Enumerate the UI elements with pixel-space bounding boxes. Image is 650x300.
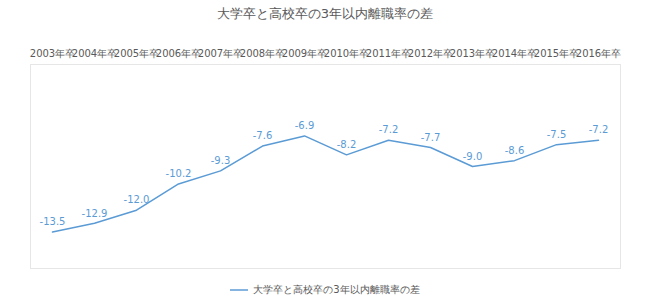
svg-text:2004年卒: 2004年卒 (72, 48, 117, 59)
svg-text:-7.5: -7.5 (547, 129, 567, 140)
svg-text:-7.6: -7.6 (253, 130, 273, 141)
svg-text:2010年卒: 2010年卒 (324, 48, 369, 59)
svg-text:2009年卒: 2009年卒 (282, 48, 327, 59)
svg-text:2012年卒: 2012年卒 (408, 48, 453, 59)
html-text:大学卒と高校卒の3年以内離職率の差: 大学卒と高校卒の3年以内離職率の差 (216, 6, 434, 21)
svg-text:-10.2: -10.2 (166, 168, 192, 179)
svg-text:-6.9: -6.9 (295, 120, 315, 131)
svg-text:-7.7: -7.7 (421, 132, 441, 143)
svg-text:2011年卒: 2011年卒 (366, 48, 411, 59)
svg-text:2006年卒: 2006年卒 (156, 48, 201, 59)
svg-text:2015年卒: 2015年卒 (534, 48, 579, 59)
svg-text:-8.2: -8.2 (337, 139, 357, 150)
html-text:大学卒と高校卒の3年以内離職率の差: 大学卒と高校卒の3年以内離職率の差 (253, 284, 420, 295)
svg-text:2007年卒: 2007年卒 (198, 48, 243, 59)
svg-text:2016年卒: 2016年卒 (576, 48, 621, 59)
svg-text:-9.3: -9.3 (211, 155, 231, 166)
svg-text:2005年卒: 2005年卒 (114, 48, 159, 59)
svg-text:-8.6: -8.6 (505, 145, 525, 156)
svg-text:-12.0: -12.0 (124, 194, 150, 205)
svg-text:2014年卒: 2014年卒 (492, 48, 537, 59)
svg-text:-13.5: -13.5 (40, 216, 66, 227)
svg-text:-7.2: -7.2 (589, 124, 609, 135)
svg-text:2013年卒: 2013年卒 (450, 48, 495, 59)
svg-text:2008年卒: 2008年卒 (240, 48, 285, 59)
svg-text:-7.2: -7.2 (379, 124, 399, 135)
svg-text:2003年卒: 2003年卒 (30, 48, 75, 59)
svg-text:-12.9: -12.9 (82, 208, 108, 219)
svg-text:-9.0: -9.0 (463, 151, 483, 162)
